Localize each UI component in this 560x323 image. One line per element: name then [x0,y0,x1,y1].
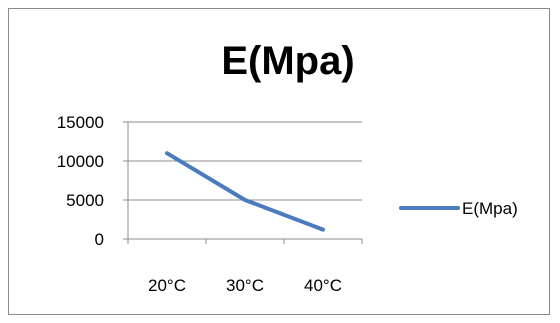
series-layer [165,151,325,232]
x-tick-label: 40°C [304,276,342,295]
y-tick-label: 15000 [57,113,104,132]
x-tick-label: 30°C [226,276,264,295]
legend-label: E(Mpa) [462,199,518,218]
series-line [165,151,325,232]
x-tick-label: 20°C [148,276,186,295]
y-tick-label: 10000 [57,152,104,171]
chart-title: E(Mpa) [221,39,354,83]
y-tick-label: 0 [95,230,104,249]
y-tick-label: 5000 [66,191,104,210]
grid [128,121,362,201]
y-axis-ticks: 0 5000 10000 15000 [57,113,128,249]
legend: E(Mpa) [399,199,518,218]
axes [127,122,362,240]
x-axis-ticks: 20°C 30°C 40°C [127,239,363,295]
